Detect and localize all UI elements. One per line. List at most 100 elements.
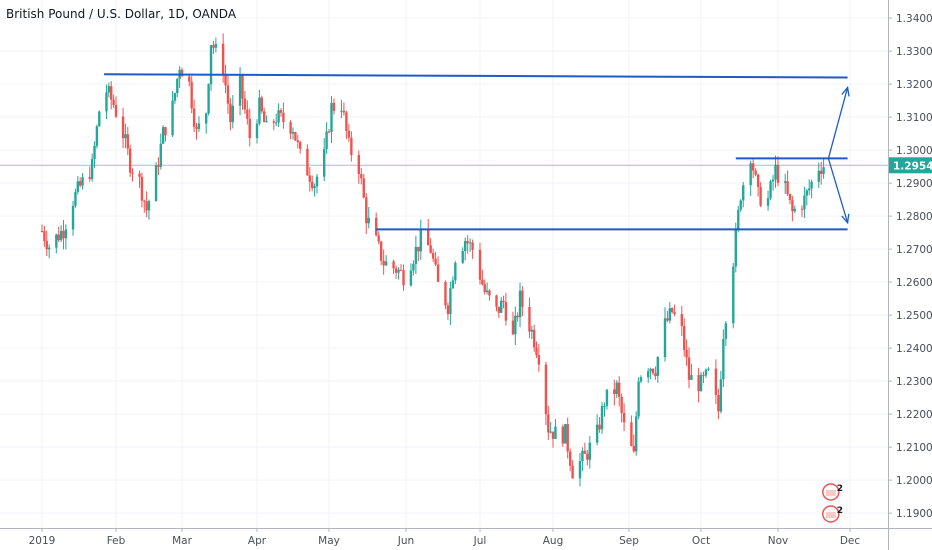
candle-up xyxy=(238,74,242,106)
candle-down xyxy=(128,148,132,173)
candle-down xyxy=(481,279,484,285)
candle-down xyxy=(195,126,198,129)
candle-down xyxy=(497,306,501,313)
candle-down xyxy=(282,112,285,123)
candle-up xyxy=(231,105,235,123)
candle-up xyxy=(265,121,268,123)
candle-down xyxy=(362,178,365,198)
y-tick-label: 1.29000 xyxy=(896,178,932,190)
candle-down xyxy=(561,426,565,444)
candle-down xyxy=(272,121,275,123)
candle-down xyxy=(654,373,657,376)
candle-down xyxy=(327,131,331,133)
candle-up xyxy=(749,163,752,186)
candle-up xyxy=(485,290,489,293)
candle-down xyxy=(776,164,780,183)
candle-down xyxy=(347,130,351,138)
x-tick-label: May xyxy=(318,535,340,547)
last-price-label: 1.29541 xyxy=(893,160,932,172)
candle-down xyxy=(429,245,432,253)
x-tick-label: Sep xyxy=(619,535,639,547)
candle-down xyxy=(471,242,474,250)
candle-down xyxy=(45,241,48,250)
candle-up xyxy=(325,131,328,150)
candle-up xyxy=(291,131,295,134)
candle-down xyxy=(598,424,601,430)
event-badge-1-flag xyxy=(825,490,836,496)
event-badge-2-flag xyxy=(825,512,836,518)
y-tick-label: 1.34000 xyxy=(896,13,932,25)
y-tick-label: 1.28000 xyxy=(896,211,932,223)
candle-up xyxy=(468,242,472,244)
candle-down xyxy=(417,246,420,252)
candle-up xyxy=(578,461,582,479)
candle-up xyxy=(95,126,99,146)
x-tick-label: Jun xyxy=(397,535,414,547)
x-tick-label: Nov xyxy=(768,535,789,547)
candle-up xyxy=(107,86,111,93)
candle-down xyxy=(427,229,430,246)
candle-down xyxy=(511,320,515,335)
resistance-line-top[interactable] xyxy=(104,73,848,79)
candle-down xyxy=(617,382,621,397)
projection-arrow-up[interactable] xyxy=(827,87,849,159)
y-tick-label: 1.20000 xyxy=(896,475,932,487)
x-tick-label: Jul xyxy=(473,535,487,547)
candle-up xyxy=(315,176,319,187)
candle-up xyxy=(451,280,455,289)
candle-down xyxy=(40,231,44,232)
candle-down xyxy=(671,308,674,313)
candle-up xyxy=(656,357,659,376)
y-tick-label: 1.24000 xyxy=(896,343,932,355)
candle-up xyxy=(81,177,84,186)
candle-down xyxy=(263,111,266,123)
x-tick-label: 2019 xyxy=(29,535,56,547)
candle-down xyxy=(88,177,91,179)
candle-down xyxy=(568,451,572,466)
candle-up xyxy=(275,122,278,124)
event-badge-1-label: 2 xyxy=(837,484,843,494)
candle-down xyxy=(516,315,519,318)
candle-down xyxy=(241,74,244,99)
candle-down xyxy=(126,134,129,149)
candle-up xyxy=(581,450,584,462)
candle-down xyxy=(229,103,232,123)
y-tick-label: 1.30000 xyxy=(896,145,932,157)
candle-up xyxy=(724,323,728,339)
candle-down xyxy=(683,325,686,350)
candle-down xyxy=(544,364,548,415)
candle-down xyxy=(299,142,302,149)
candle-down xyxy=(145,201,148,211)
candle-down xyxy=(131,172,134,174)
candle-down xyxy=(224,75,227,86)
candle-down xyxy=(164,127,167,136)
candle-up xyxy=(742,185,745,201)
candle-down xyxy=(535,347,538,356)
candle-down xyxy=(294,131,297,141)
candle-down xyxy=(350,137,353,156)
y-tick-label: 1.32000 xyxy=(896,79,932,91)
candle-down xyxy=(483,284,486,293)
candle-down xyxy=(551,431,555,440)
candle-down xyxy=(613,389,616,395)
candle-down xyxy=(697,375,700,392)
candle-down xyxy=(630,422,633,446)
candle-down xyxy=(143,200,146,202)
x-tick-label: Aug xyxy=(543,535,564,547)
candle-down xyxy=(402,270,405,286)
candle-down xyxy=(446,305,450,315)
candle-up xyxy=(704,369,708,376)
candle-up xyxy=(793,208,796,212)
candle-up xyxy=(817,170,820,182)
candle-up xyxy=(549,431,552,433)
x-tick-label: Feb xyxy=(107,535,126,547)
candle-up xyxy=(461,251,464,263)
candle-up xyxy=(766,198,770,206)
projection-arrow-down[interactable] xyxy=(827,158,849,223)
candle-down xyxy=(121,116,125,139)
candle-up xyxy=(699,374,703,392)
candle-down xyxy=(365,197,368,224)
candle-down xyxy=(583,450,587,454)
candle-down xyxy=(221,43,225,76)
